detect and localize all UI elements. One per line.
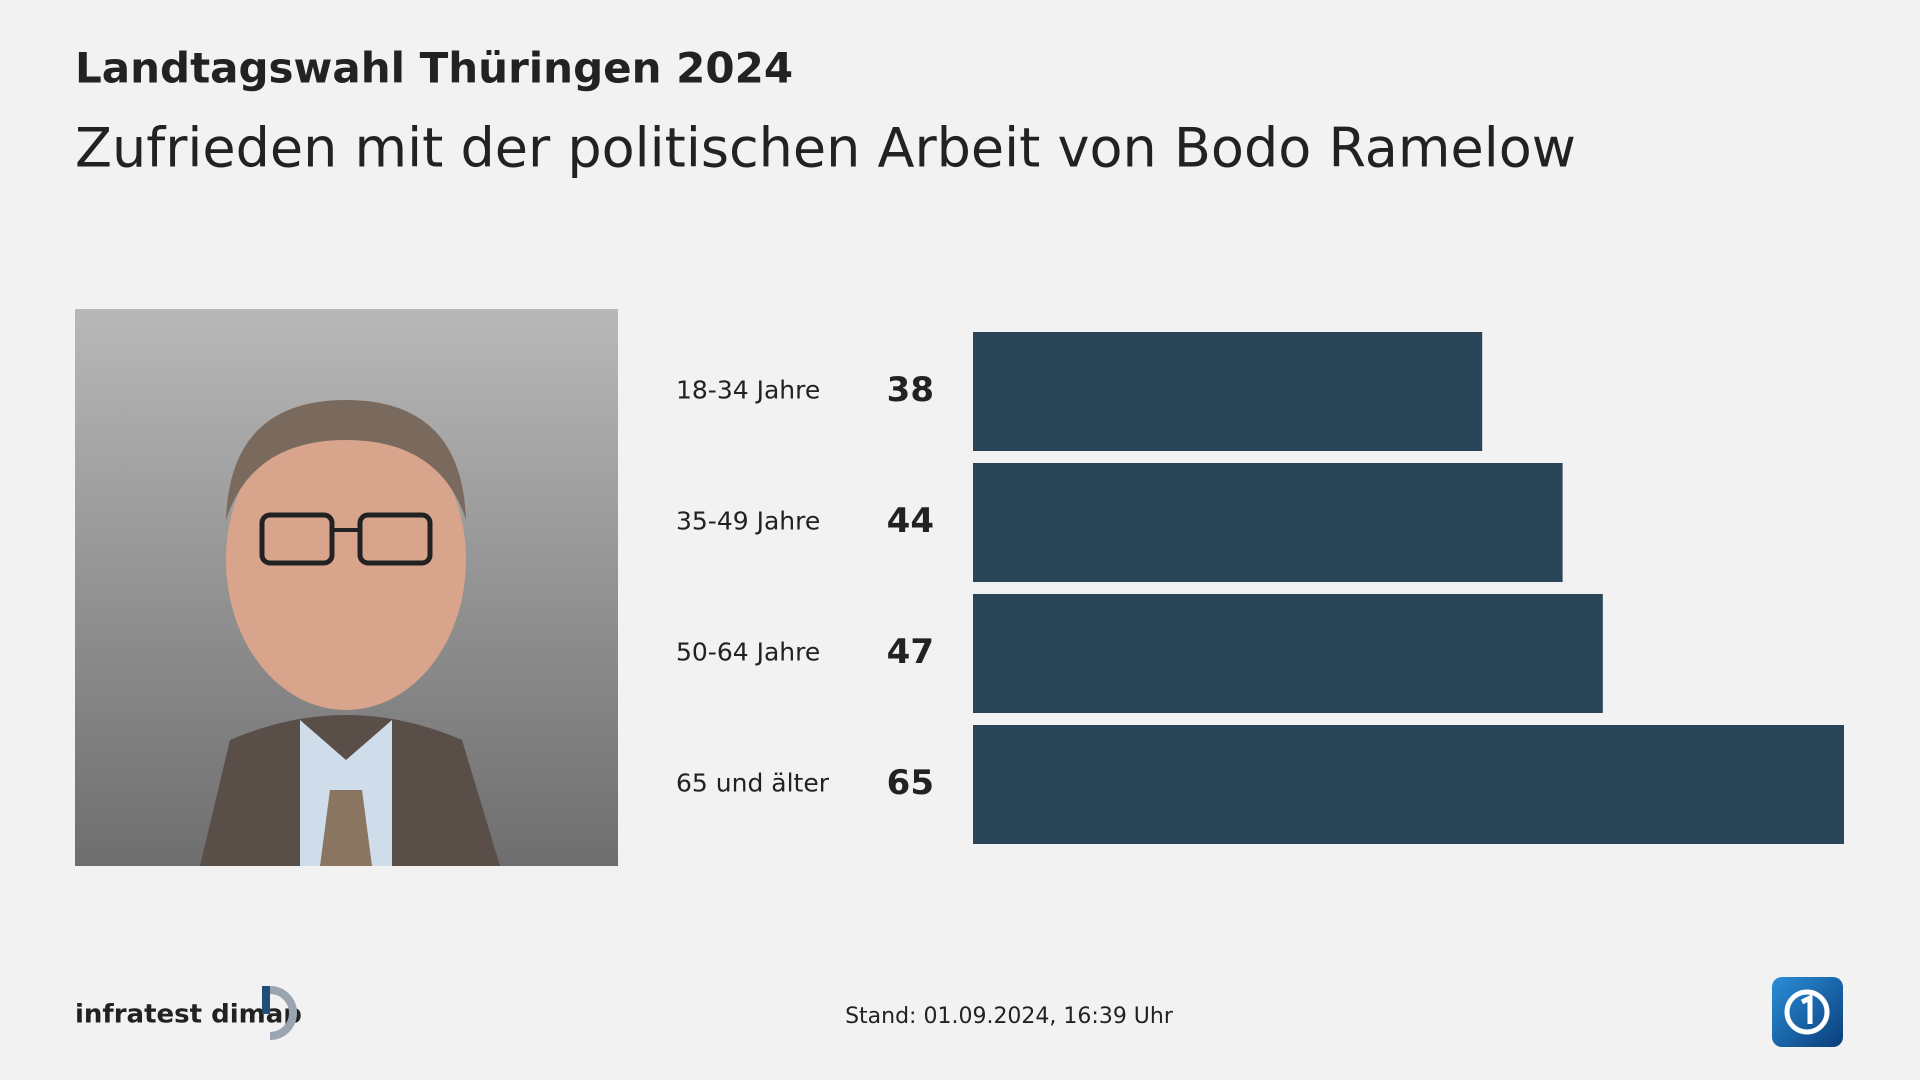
bar bbox=[973, 725, 1844, 844]
value-label: 47 bbox=[887, 632, 934, 672]
footer-date: Stand: 01.09.2024, 16:39 Uhr bbox=[845, 1004, 1174, 1029]
source-logo-icon bbox=[262, 986, 297, 1040]
chart-title: Landtagswahl Thüringen 2024 bbox=[75, 44, 793, 93]
broadcaster-logo bbox=[1772, 977, 1843, 1047]
category-label: 65 und älter bbox=[676, 769, 830, 798]
value-label: 44 bbox=[887, 501, 934, 541]
bar bbox=[973, 594, 1603, 713]
category-label: 35-49 Jahre bbox=[676, 507, 820, 536]
bar bbox=[973, 463, 1563, 582]
chart-subtitle: Zufrieden mit der politischen Arbeit von… bbox=[75, 117, 1576, 180]
category-label: 18-34 Jahre bbox=[676, 376, 820, 405]
value-label: 65 bbox=[887, 763, 934, 803]
bar bbox=[973, 332, 1483, 451]
category-label: 50-64 Jahre bbox=[676, 638, 820, 667]
portrait bbox=[75, 309, 618, 866]
value-label: 38 bbox=[887, 370, 934, 410]
